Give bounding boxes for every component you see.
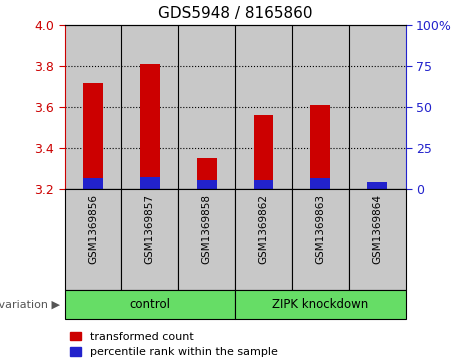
Bar — [310, 105, 331, 189]
Bar — [65, 290, 235, 319]
Bar — [235, 189, 292, 290]
Legend: transformed count, percentile rank within the sample: transformed count, percentile rank withi… — [70, 332, 278, 358]
Bar — [121, 189, 178, 290]
Bar — [65, 25, 121, 189]
Bar — [254, 115, 273, 189]
Text: GSM1369862: GSM1369862 — [259, 194, 269, 264]
Bar — [197, 180, 217, 189]
Text: GSM1369864: GSM1369864 — [372, 194, 382, 264]
Bar — [197, 158, 217, 189]
Bar — [83, 82, 103, 189]
Bar — [235, 290, 406, 319]
Bar — [367, 182, 387, 189]
Bar — [121, 25, 178, 189]
Bar — [140, 64, 160, 189]
Text: GSM1369857: GSM1369857 — [145, 194, 155, 264]
Title: GDS5948 / 8165860: GDS5948 / 8165860 — [158, 7, 313, 21]
Bar — [349, 25, 406, 189]
Bar — [349, 189, 406, 290]
Bar — [83, 178, 103, 189]
Bar — [140, 177, 160, 189]
Text: genotype/variation ▶: genotype/variation ▶ — [0, 300, 60, 310]
Bar — [292, 25, 349, 189]
Bar — [235, 25, 292, 189]
Text: control: control — [130, 298, 170, 311]
Bar — [178, 189, 235, 290]
Bar — [292, 189, 349, 290]
Bar — [178, 25, 235, 189]
Bar — [254, 180, 273, 189]
Text: ZIPK knockdown: ZIPK knockdown — [272, 298, 368, 311]
Text: GSM1369856: GSM1369856 — [88, 194, 98, 264]
Bar — [65, 189, 121, 290]
Bar — [310, 178, 331, 189]
Text: GSM1369858: GSM1369858 — [201, 194, 212, 264]
Text: GSM1369863: GSM1369863 — [315, 194, 325, 264]
